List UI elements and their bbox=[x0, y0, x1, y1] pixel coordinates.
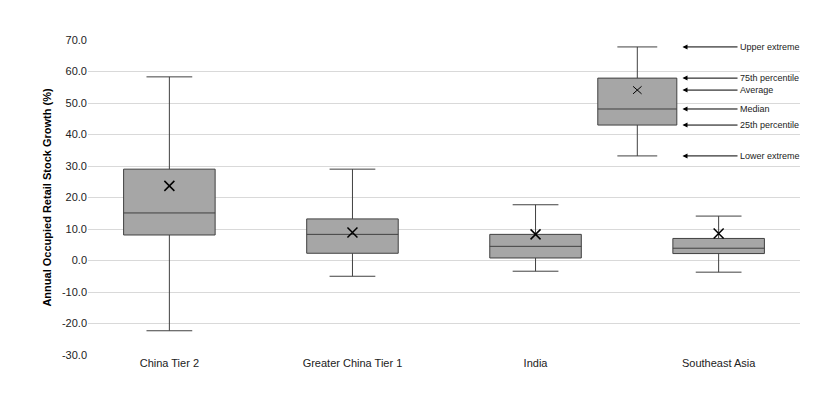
svg-text:25th percentile: 25th percentile bbox=[740, 120, 799, 130]
svg-text:India: India bbox=[524, 357, 549, 369]
svg-text:50.0: 50.0 bbox=[66, 97, 87, 109]
svg-text:-20.0: -20.0 bbox=[62, 317, 87, 329]
svg-text:Southeast Asia: Southeast Asia bbox=[682, 357, 756, 369]
svg-text:China Tier 2: China Tier 2 bbox=[140, 357, 199, 369]
svg-text:40.0: 40.0 bbox=[66, 128, 87, 140]
svg-text:Upper extreme: Upper extreme bbox=[740, 42, 800, 52]
svg-text:30.0: 30.0 bbox=[66, 160, 87, 172]
svg-text:-30.0: -30.0 bbox=[62, 349, 87, 361]
svg-text:Average: Average bbox=[740, 85, 773, 95]
svg-text:75th percentile: 75th percentile bbox=[740, 73, 799, 83]
svg-text:60.0: 60.0 bbox=[66, 65, 87, 77]
svg-text:10.0: 10.0 bbox=[66, 223, 87, 235]
svg-text:0.0: 0.0 bbox=[72, 254, 87, 266]
svg-text:Annual Occupied Retail Stock G: Annual Occupied Retail Stock Growth (%) bbox=[41, 88, 53, 307]
svg-text:-10.0: -10.0 bbox=[62, 286, 87, 298]
svg-text:Median: Median bbox=[740, 104, 770, 114]
svg-text:20.0: 20.0 bbox=[66, 191, 87, 203]
svg-text:Lower extreme: Lower extreme bbox=[740, 151, 800, 161]
svg-text:70.0: 70.0 bbox=[66, 34, 87, 46]
svg-text:Greater China Tier 1: Greater China Tier 1 bbox=[303, 357, 403, 369]
